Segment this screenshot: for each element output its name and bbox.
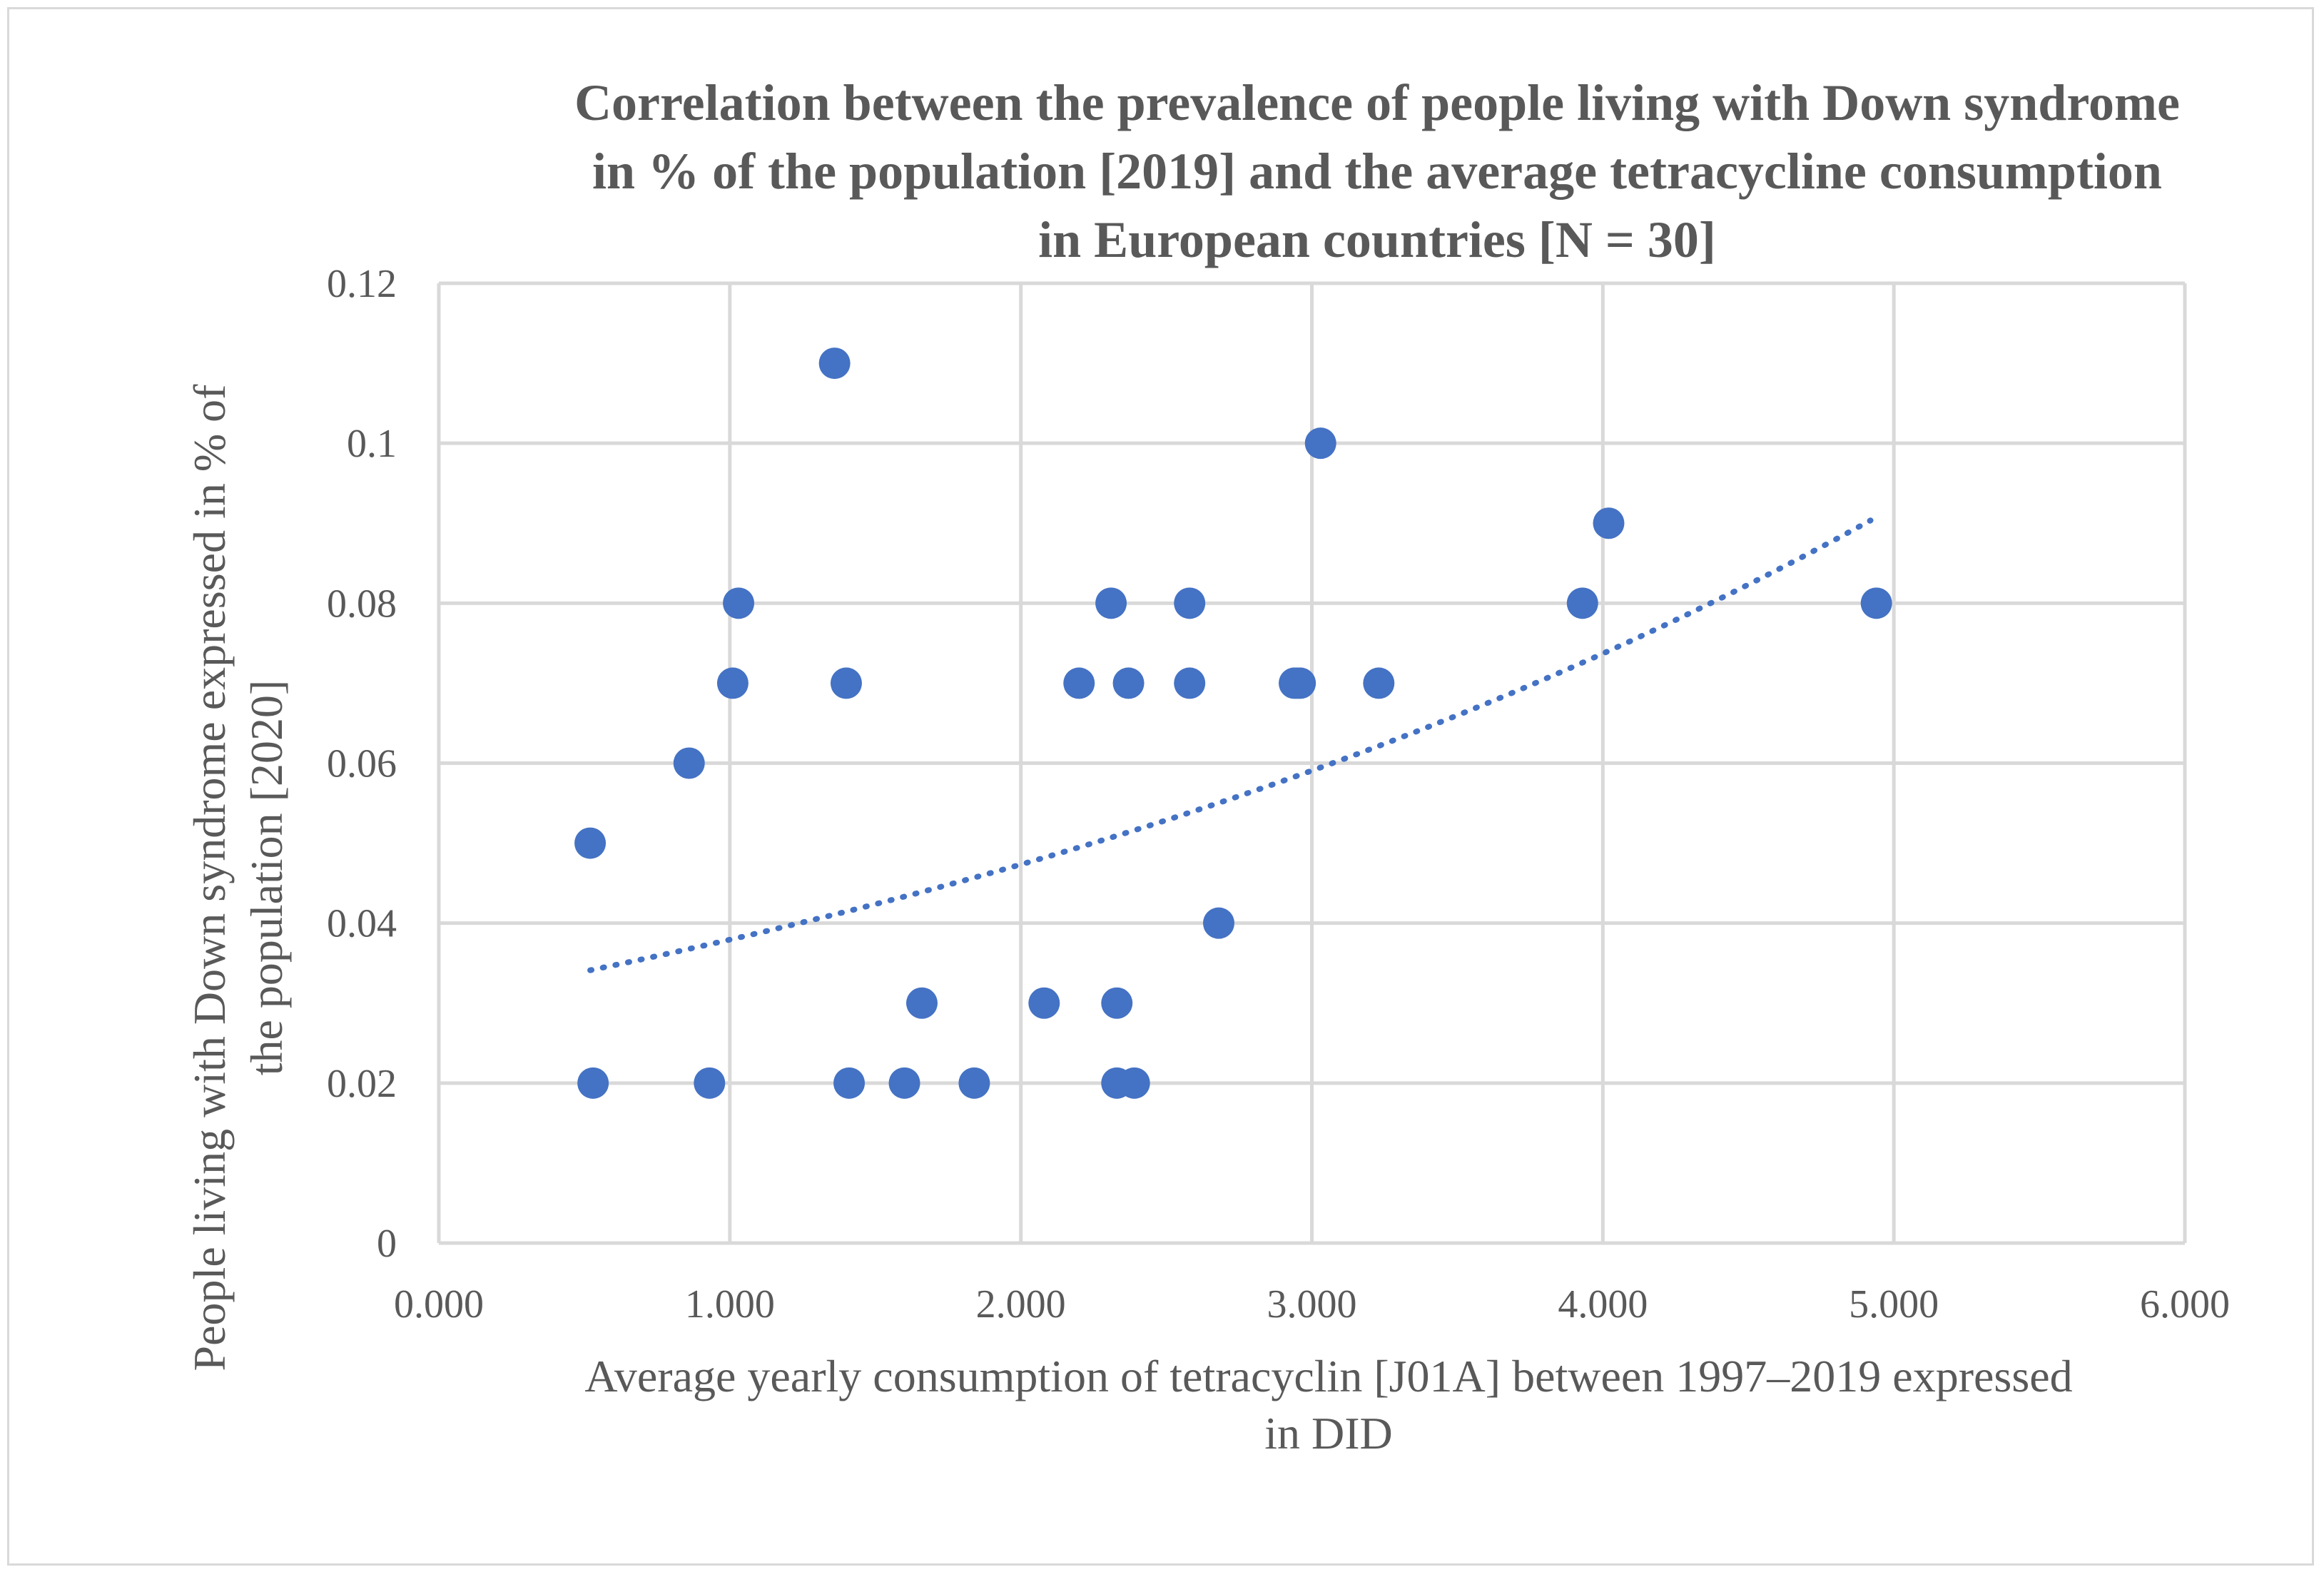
y-tick-label: 0.06 [327, 742, 397, 786]
gridlines [437, 281, 2187, 1245]
data-point-15 [1095, 587, 1127, 619]
data-point-20 [1174, 587, 1206, 619]
y-axis-title-line-1: People living with Down syndrome express… [184, 384, 235, 1371]
exponential-trendline [587, 517, 1874, 973]
data-point-18 [1112, 667, 1145, 699]
x-axis-title-line-2: in DID [1264, 1408, 1393, 1459]
data-point-4 [694, 1067, 726, 1099]
x-tick-label: 5.000 [1849, 1282, 1939, 1327]
x-tick-label: 4.000 [1558, 1282, 1648, 1327]
data-point-29 [1860, 587, 1892, 619]
data-point-13 [1028, 987, 1060, 1019]
data-point-10 [888, 1067, 920, 1099]
x-axis-title: Average yearly consumption of tetracycli… [584, 1351, 2072, 1459]
data-point-7 [818, 348, 851, 380]
data-point-21 [1174, 667, 1206, 699]
y-axis-tick-labels: 0 0.02 0.04 0.06 0.08 0.1 0.12 [327, 262, 397, 1266]
data-points [574, 348, 1892, 1099]
data-point-22 [1202, 907, 1234, 939]
y-axis-title-line-2: the population [2020] [241, 680, 292, 1076]
chart-title-line-2: in % of the population [2019] and the av… [592, 143, 2162, 200]
chart-frame [7, 7, 2314, 1566]
data-point-30 [1282, 667, 1314, 699]
x-axis-tick-labels: 0.000 1.000 2.000 3.000 4.000 5.000 6.000 [394, 1282, 2230, 1327]
data-point-14 [1063, 667, 1095, 699]
chart-title: Correlation between the prevalence of pe… [574, 74, 2180, 268]
x-axis-title-line-1: Average yearly consumption of tetracycli… [584, 1351, 2072, 1401]
y-tick-label: 0.1 [347, 422, 397, 466]
y-axis-title: People living with Down syndrome express… [184, 384, 292, 1371]
trendline-group [587, 517, 1874, 973]
data-point-3 [673, 747, 705, 779]
chart-title-line-1: Correlation between the prevalence of pe… [574, 74, 2180, 131]
chart-title-line-3: in European countries [N = 30] [1038, 211, 1716, 268]
data-point-19 [1118, 1067, 1150, 1099]
x-tick-label: 6.000 [2140, 1282, 2230, 1327]
y-tick-label: 0.02 [327, 1062, 397, 1106]
y-tick-label: 0.12 [327, 262, 397, 306]
y-tick-label: 0.08 [327, 582, 397, 626]
data-point-5 [716, 667, 749, 699]
data-point-26 [1363, 667, 1395, 699]
data-point-12 [958, 1067, 990, 1099]
x-tick-label: 2.000 [976, 1282, 1066, 1327]
data-point-28 [1593, 507, 1625, 539]
data-point-8 [830, 667, 862, 699]
data-point-16 [1101, 987, 1133, 1019]
y-tick-label: 0 [377, 1222, 397, 1266]
x-tick-label: 1.000 [685, 1282, 775, 1327]
data-point-25 [1304, 427, 1336, 460]
x-tick-label: 0.000 [394, 1282, 484, 1327]
data-point-2 [577, 1067, 609, 1099]
data-point-6 [723, 587, 755, 619]
x-tick-label: 3.000 [1267, 1282, 1357, 1327]
data-point-11 [906, 987, 938, 1019]
y-tick-label: 0.04 [327, 902, 397, 946]
data-point-9 [833, 1067, 866, 1099]
data-point-27 [1566, 587, 1598, 619]
data-point-1 [574, 827, 607, 859]
